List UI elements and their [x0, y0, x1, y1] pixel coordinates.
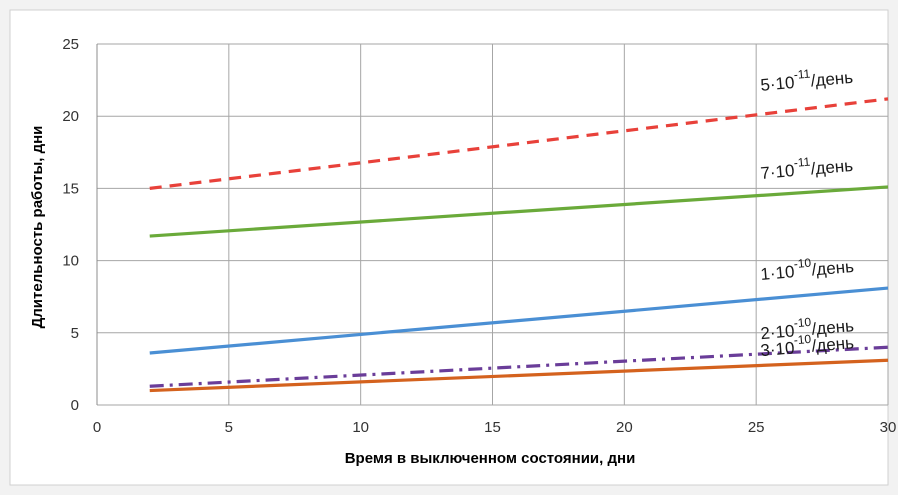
x-axis-title: Время в выключенном состоянии, дни	[345, 450, 636, 467]
x-tick-label: 15	[484, 419, 501, 436]
series-line	[149, 286, 889, 355]
series-label: 1·10-10/день	[759, 252, 855, 284]
x-tick-label: 25	[748, 419, 765, 436]
y-axis-title: Длительность работы, дни	[29, 126, 46, 329]
y-axis-ticks: 0 5 10 15 20 25	[62, 36, 79, 414]
series-label: 7·10-11/день	[759, 151, 854, 183]
x-axis-ticks: 0 5 10 15 20 25 30	[93, 419, 897, 436]
series-line	[149, 345, 889, 388]
x-tick-label: 0	[93, 419, 101, 436]
chart-area-background	[9, 9, 889, 486]
y-tick-label: 10	[62, 253, 79, 270]
y-tick-label: 20	[62, 108, 79, 125]
y-tick-label: 25	[62, 36, 79, 53]
series-line	[149, 185, 889, 238]
series-lines	[149, 97, 889, 393]
series-label: 3·10-10/день	[759, 328, 855, 360]
x-tick-label: 10	[352, 419, 369, 436]
series-label: 5·10-11/день	[759, 63, 854, 95]
y-tick-label: 5	[71, 325, 79, 342]
y-tick-label: 0	[71, 397, 79, 414]
x-tick-label: 30	[880, 419, 897, 436]
series-labels: 5·10-11/день 7·10-11/день 1·10-10/день 2·10…	[759, 63, 855, 361]
series-line	[149, 358, 889, 393]
series-label: 2·10-10/день	[759, 311, 855, 343]
series-line	[149, 97, 889, 190]
y-tick-label: 15	[62, 180, 79, 197]
x-tick-label: 20	[616, 419, 633, 436]
x-tick-label: 5	[225, 419, 233, 436]
